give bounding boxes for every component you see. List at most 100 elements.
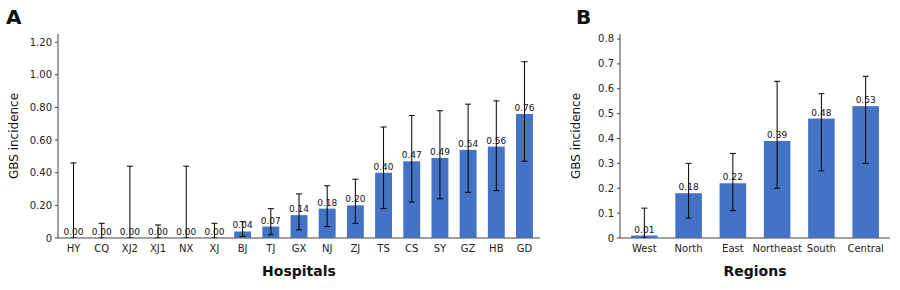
x-tick-label: GD <box>517 243 533 254</box>
bar <box>93 238 110 239</box>
x-tick-label: NX <box>179 243 193 254</box>
y-tick-label: 1.20 <box>30 37 52 48</box>
y-tick <box>55 172 58 173</box>
bar <box>150 238 167 239</box>
y-tick-label: 0.2 <box>598 183 614 194</box>
x-tick-label: CS <box>405 243 418 254</box>
bar <box>65 238 82 239</box>
y-tick-label: 0.4 <box>598 133 614 144</box>
panel-label: A <box>6 5 22 29</box>
chart-root: 00.200.400.600.801.001.20HYCQXJ2XJ1NXXJB… <box>0 0 900 290</box>
error-bar <box>493 101 499 191</box>
data-label: 0.00 <box>120 227 140 237</box>
data-label: 0.53 <box>856 95 876 105</box>
x-tick-label: Central <box>847 243 883 254</box>
y-tick-label: 0.5 <box>598 108 614 119</box>
y-tick <box>617 113 620 114</box>
x-tick-label: North <box>675 243 703 254</box>
data-label: 0.54 <box>458 139 478 149</box>
x-tick-label: GX <box>292 243 307 254</box>
marks <box>71 62 533 238</box>
panel-label: B <box>576 5 591 29</box>
x-tick-label: West <box>632 243 657 254</box>
x-tick-label: BJ <box>238 243 248 254</box>
x-tick-label: TJ <box>265 243 275 254</box>
y-tick-label: 0 <box>608 233 614 244</box>
data-label: 0.00 <box>176 227 196 237</box>
y-tick-label: 0.80 <box>30 102 52 113</box>
x-tick-label: XJ1 <box>150 243 166 254</box>
y-tick-label: 0 <box>46 233 52 244</box>
bar <box>121 238 138 239</box>
data-label: 0.39 <box>767 130 787 140</box>
x-tick-label: TS <box>376 243 389 254</box>
data-label: 0.76 <box>514 103 534 113</box>
data-label: 0.49 <box>430 147 450 157</box>
y-tick <box>55 205 58 206</box>
y-tick <box>55 238 58 239</box>
data-label: 0.40 <box>374 162 394 172</box>
panel: 0 0.20 0.40 0.60 0.80 1.00 1.20 HY CQ XJ2 XJ1 NX XJ B… <box>6 5 540 279</box>
y-tick <box>55 140 58 141</box>
x-tick-label: South <box>807 243 836 254</box>
data-label: 0.48 <box>811 108 831 118</box>
error-bar <box>818 94 824 171</box>
x-tick-label: HY <box>67 243 82 254</box>
data-label: 0.07 <box>261 216 281 226</box>
y-tick-label: 0.40 <box>30 167 52 178</box>
data-label: 0.01 <box>634 225 654 235</box>
bar <box>178 238 195 239</box>
y-tick <box>617 213 620 214</box>
y-axis-label: GBS incidence <box>569 93 583 179</box>
data-label: 0.18 <box>679 182 699 192</box>
panel: 0 0.1 0.2 0.3 0.4 0.5 0.6 0.7 0.8 West North East No… <box>569 5 890 279</box>
y-tick <box>617 188 620 189</box>
x-axis-label: Regions <box>723 263 786 279</box>
y-tick-label: 0.60 <box>30 135 52 146</box>
data-label: 0.22 <box>723 172 743 182</box>
data-label: 0.56 <box>486 136 506 146</box>
y-tick <box>55 42 58 43</box>
x-tick-label: GZ <box>461 243 476 254</box>
x-tick-label: CQ <box>94 243 109 254</box>
x-axis-line <box>620 238 890 239</box>
x-tick-label: ZJ <box>350 243 360 254</box>
x-tick-label: XJ <box>210 243 220 254</box>
bar <box>206 238 223 239</box>
y-tick <box>55 107 58 108</box>
y-axis-line <box>58 34 59 238</box>
y-tick-label: 0.7 <box>598 58 614 69</box>
data-label: 0.00 <box>92 227 112 237</box>
y-tick-label: 0.8 <box>598 33 614 44</box>
data-label: 0.00 <box>63 227 83 237</box>
y-tick <box>617 238 620 239</box>
data-label: 0.00 <box>204 227 224 237</box>
y-tick-label: 0.3 <box>598 158 614 169</box>
y-tick-label: 1.00 <box>30 69 52 80</box>
y-axis-label: GBS incidence <box>7 93 21 179</box>
data-label: 0.18 <box>317 198 337 208</box>
y-axis-line <box>620 34 621 238</box>
y-tick <box>617 163 620 164</box>
x-tick-label: SY <box>434 243 447 254</box>
x-tick-label: Northeast <box>752 243 801 254</box>
data-label: 0.00 <box>148 227 168 237</box>
y-tick <box>55 74 58 75</box>
x-tick-label: XJ2 <box>122 243 138 254</box>
x-tick-label: NJ <box>322 243 332 254</box>
data-label: 0.04 <box>233 220 253 230</box>
x-tick-label: East <box>722 243 744 254</box>
marks <box>631 76 879 238</box>
y-tick-label: 0.20 <box>30 200 52 211</box>
y-tick-label: 0.1 <box>598 208 614 219</box>
x-axis-label: Hospitals <box>262 263 336 279</box>
y-tick <box>617 88 620 89</box>
y-tick-label: 0.6 <box>598 83 614 94</box>
y-tick <box>617 138 620 139</box>
error-bar <box>863 76 869 163</box>
y-tick <box>617 63 620 64</box>
data-label: 0.14 <box>289 204 309 214</box>
data-label: 0.20 <box>345 194 365 204</box>
x-tick-label: HB <box>489 243 504 254</box>
y-tick <box>617 38 620 39</box>
